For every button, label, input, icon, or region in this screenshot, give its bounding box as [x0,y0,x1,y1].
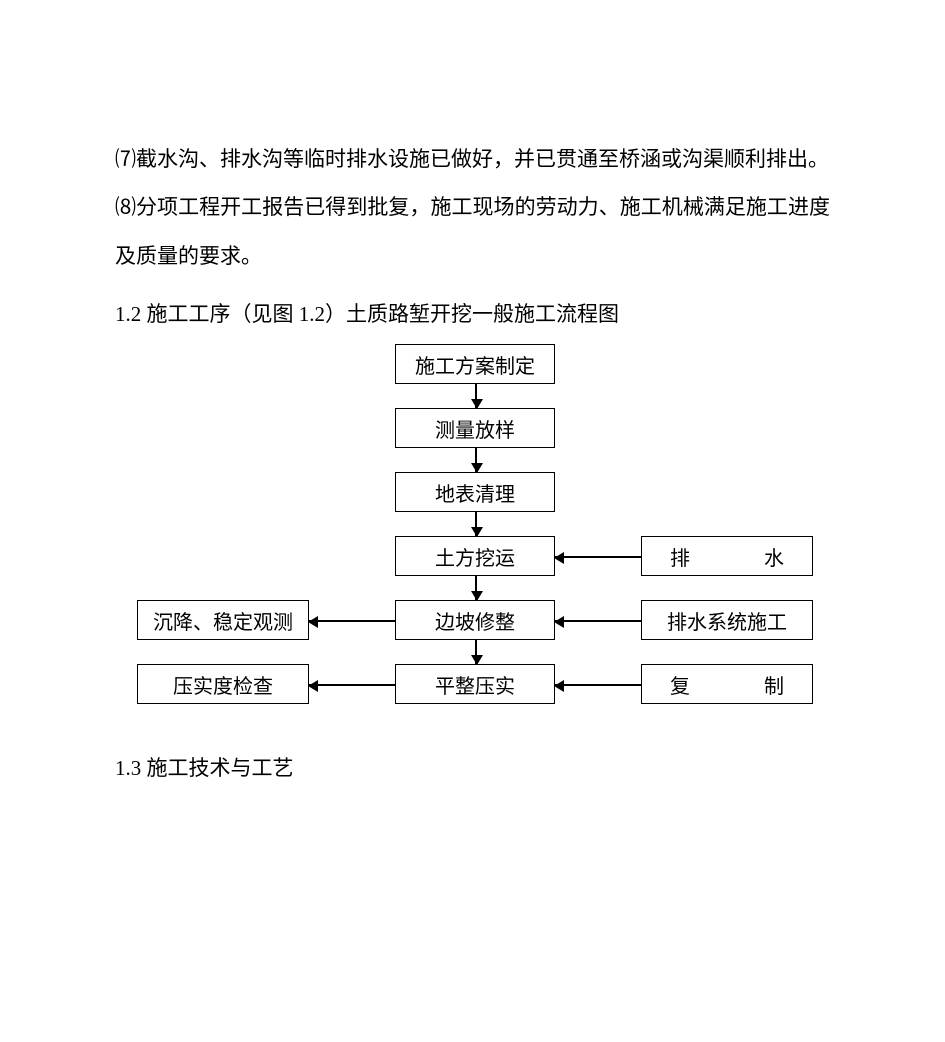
section-1-2-prefix: 施工工序（见图 [141,302,299,326]
flow-arrow-l6 [309,684,395,686]
flow-node-4: 土方挖运 [395,536,555,576]
flow-side-left-6: 压实度检查 [137,664,309,704]
flow-node-1: 施工方案制定 [395,344,555,384]
flow-side-right-4-label-a: 排 [670,542,690,571]
flow-side-left-6-label: 压实度检查 [173,670,273,699]
flow-node-5-label: 边坡修整 [435,606,515,635]
section-1-3-heading: 1.3 施工技术与工艺 [115,744,830,792]
section-1-2-inner-number: 1.2 [299,302,325,326]
flow-arrow-r6 [555,684,641,686]
flow-side-right-6: 复 制 [641,664,813,704]
section-1-3-text: 施工技术与工艺 [141,756,293,780]
flow-arrow-4-5 [475,576,477,600]
flow-arrow-5-6 [475,640,477,664]
flow-side-left-5: 沉降、稳定观测 [137,600,309,640]
flowchart: 施工方案制定 测量放样 地表清理 土方挖运 边坡修整 平整压实 排 水 排水系统… [115,344,835,744]
flow-arrow-l5 [309,620,395,622]
flow-arrow-r4 [555,556,641,558]
flow-arrow-r5 [555,620,641,622]
flow-side-right-6-label-b: 制 [764,670,784,699]
flow-node-6-label: 平整压实 [435,670,515,699]
section-1-2-suffix: ）土质路堑开挖一般施工流程图 [325,302,619,326]
flow-node-4-label: 土方挖运 [435,542,515,571]
paragraph-7-text: ⑺截水沟、排水沟等临时排水设施已做好，并已贯通至桥涵或沟渠顺利排出。 [115,147,829,171]
flow-node-2: 测量放样 [395,408,555,448]
flow-node-5: 边坡修整 [395,600,555,640]
paragraph-8: ⑻分项工程开工报告已得到批复，施工现场的劳动力、施工机械满足施工进度及质量的要求… [115,183,830,280]
flow-side-left-5-label: 沉降、稳定观测 [153,606,293,635]
flow-node-3-label: 地表清理 [435,478,515,507]
section-1-3-number: 1.3 [115,756,141,780]
flow-arrow-2-3 [475,448,477,472]
flow-node-1-label: 施工方案制定 [415,350,535,379]
flow-node-3: 地表清理 [395,472,555,512]
flow-side-right-4-label-b: 水 [764,542,784,571]
section-1-2-number: 1.2 [115,302,141,326]
flow-side-right-5-label: 排水系统施工 [667,606,787,635]
flow-arrow-3-4 [475,512,477,536]
flow-side-right-5: 排水系统施工 [641,600,813,640]
paragraph-7: ⑺截水沟、排水沟等临时排水设施已做好，并已贯通至桥涵或沟渠顺利排出。 [115,135,830,183]
flow-side-right-4: 排 水 [641,536,813,576]
flow-arrow-1-2 [475,384,477,408]
flow-node-6: 平整压实 [395,664,555,704]
flow-side-right-6-label-a: 复 [670,670,690,699]
flow-node-2-label: 测量放样 [435,414,515,443]
paragraph-8-text: ⑻分项工程开工报告已得到批复，施工现场的劳动力、施工机械满足施工进度及质量的要求… [115,195,830,267]
document-page: ⑺截水沟、排水沟等临时排水设施已做好，并已贯通至桥涵或沟渠顺利排出。 ⑻分项工程… [0,0,945,1042]
section-1-2-heading: 1.2 施工工序（见图 1.2）土质路堑开挖一般施工流程图 [115,290,830,338]
